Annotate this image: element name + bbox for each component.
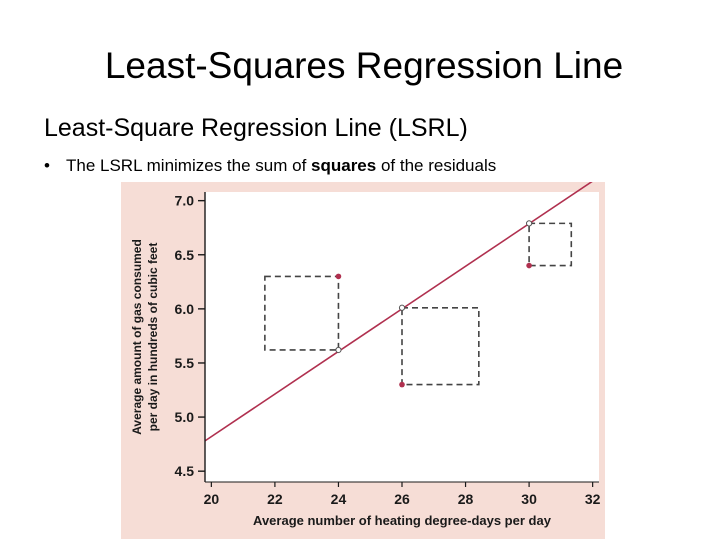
- predicted-point: [398, 304, 406, 311]
- bullet-text-before: The LSRL minimizes the sum of: [66, 156, 312, 175]
- y-axis-label-line-1: Average amount of gas consumed: [130, 239, 144, 435]
- y-tick-label: 5.5: [175, 355, 195, 371]
- bullet-text-after: of the residuals: [376, 156, 497, 175]
- slide-title: Least-Squares Regression Line: [104, 45, 624, 86]
- residual-square: [264, 275, 340, 351]
- y-tick-label: 6.0: [175, 301, 195, 317]
- data-point: [526, 262, 532, 269]
- y-tick-label: 6.5: [175, 247, 195, 263]
- x-tick-label: 28: [458, 491, 474, 507]
- slide-subtitle: Least-Square Regression Line (LSRL): [44, 114, 468, 142]
- x-tick-label: 26: [394, 491, 410, 507]
- x-tick-label: 24: [331, 491, 347, 507]
- residual-square: [528, 222, 573, 267]
- data-point: [399, 381, 405, 388]
- bullet-item: • The LSRL minimizes the sum of squares o…: [44, 155, 496, 177]
- bullet-text-emphasis: squares: [311, 156, 377, 175]
- x-tick-label: 32: [585, 491, 601, 507]
- predicted-point: [525, 220, 533, 227]
- residual-square: [401, 306, 480, 386]
- x-tick-label: 22: [267, 491, 283, 507]
- y-tick-label: 4.5: [175, 463, 195, 479]
- predicted-point: [335, 346, 342, 354]
- y-axis-label-line-2: per day in hundreds of cubic feet: [146, 243, 160, 432]
- bullet-dot-icon: •: [44, 156, 50, 175]
- x-tick-label: 30: [521, 491, 537, 507]
- y-tick-label: 7.0: [175, 193, 195, 209]
- x-tick-label: 20: [204, 491, 220, 507]
- y-tick-label: 5.0: [175, 409, 195, 425]
- data-point: [335, 273, 342, 280]
- x-axis-label: Average number of heating degree-days pe…: [253, 513, 552, 528]
- regression-chart: 4.5 5.0 5.5 6.0 6.5 7.0 20 22 24 26 28 30 32 Average…: [121, 182, 605, 539]
- plot-area: [205, 192, 599, 482]
